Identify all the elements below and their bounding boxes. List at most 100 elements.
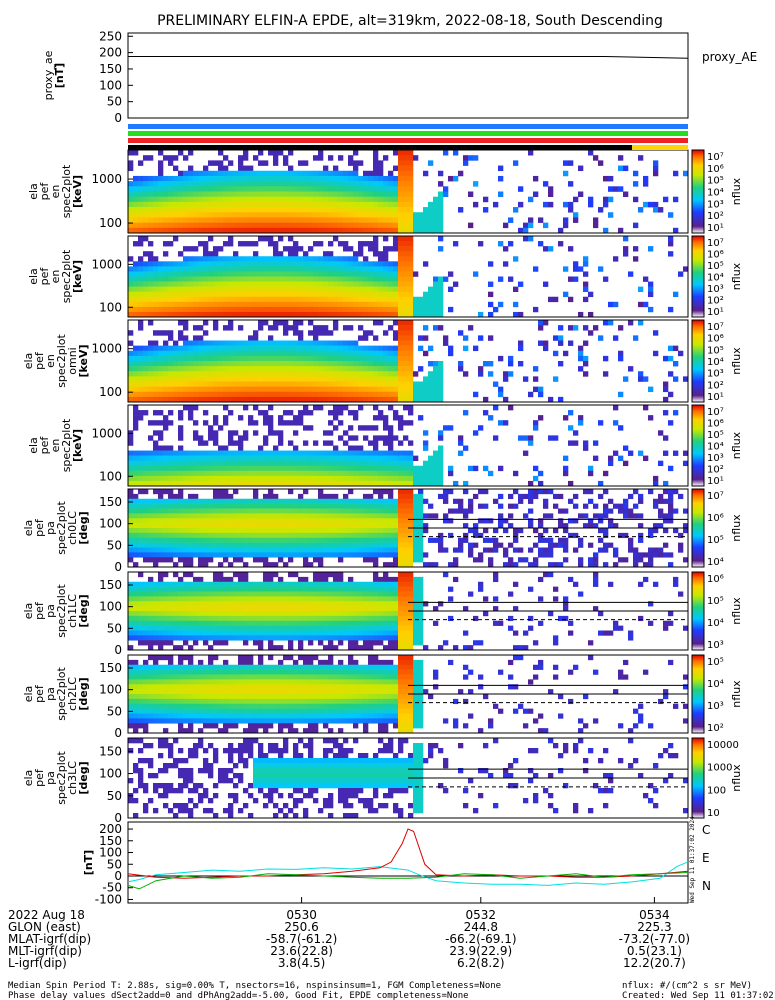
spectrogram-cell	[223, 325, 229, 331]
spectrogram-cell	[288, 480, 294, 487]
spectrogram-cell	[328, 430, 334, 436]
spectrogram-cell	[503, 547, 509, 553]
spectrogram-cell	[183, 286, 189, 292]
spectrogram-cell	[158, 201, 164, 208]
spectrogram-cell	[348, 261, 354, 267]
spectrogram-cell	[418, 537, 424, 543]
spectrogram-cell	[313, 286, 319, 292]
spectrogram-cell	[248, 513, 254, 519]
spectrogram-cell	[363, 528, 369, 534]
spectrogram-cell	[328, 291, 334, 298]
spectrogram-cell	[328, 386, 334, 393]
spectrogram-cell	[138, 376, 144, 382]
spectrogram-cell	[333, 191, 339, 197]
spectrogram-cell	[503, 261, 509, 267]
spectrogram-cell	[293, 430, 299, 436]
spectrogram-cell	[288, 542, 294, 548]
spectrogram-cell	[368, 376, 374, 382]
spectrogram-cell	[388, 470, 394, 477]
spectrogram-cell	[283, 547, 289, 553]
spectrogram-cell	[163, 620, 169, 626]
spectrogram-cell	[398, 345, 404, 352]
spectrogram-cell	[128, 601, 134, 607]
spectrogram-cell	[163, 480, 169, 487]
spectrogram-cell	[253, 391, 259, 398]
spectrogram-cell	[568, 296, 574, 303]
spectrogram-cell	[168, 311, 174, 318]
spectrogram-cell	[378, 386, 384, 393]
spectrogram-cell	[268, 222, 274, 229]
spectrogram-cell	[328, 508, 334, 514]
spectrogram-cell	[213, 547, 219, 553]
spectrogram-cell	[163, 296, 169, 303]
spectrogram-cell	[408, 251, 414, 257]
spectrogram-cell	[153, 635, 159, 641]
spectrogram-cell	[353, 160, 359, 166]
spectrogram-cell	[153, 175, 159, 182]
spectrogram-cell	[378, 251, 384, 257]
spectrogram-cell	[308, 207, 314, 213]
spectrogram-cell	[218, 256, 224, 262]
spectrogram-cell	[363, 523, 369, 529]
spectrogram-cell	[408, 528, 414, 534]
spectrogram-cell	[278, 513, 284, 519]
spectrogram-cell	[238, 366, 244, 372]
spectrogram-cell	[438, 361, 444, 367]
spectrogram-cell	[378, 271, 384, 277]
spectrogram-cell	[458, 170, 464, 177]
spectrogram-cell	[478, 503, 484, 509]
spectrogram-cell	[303, 340, 309, 346]
spectrogram-cell	[173, 306, 179, 313]
spectrogram-cell	[298, 301, 304, 308]
spectrogram-cell	[363, 222, 369, 229]
spectrogram-cell	[193, 366, 199, 372]
spectrogram-cell	[348, 306, 354, 313]
spectrogram-cell	[263, 271, 269, 277]
spectrogram-cell	[288, 498, 294, 504]
spectrogram-cell	[193, 480, 199, 487]
spectrogram-cell	[458, 498, 464, 504]
spectrogram-cell	[358, 296, 364, 303]
spectrogram-cell	[668, 251, 674, 257]
spectrogram-cell	[293, 271, 299, 277]
spectrogram-cell	[248, 281, 254, 287]
spectrogram-cell	[248, 591, 254, 597]
spectrogram-cell	[318, 523, 324, 529]
spectrogram-cell	[668, 355, 674, 362]
spectrogram-cell	[403, 186, 409, 192]
spectrogram-cell	[373, 227, 379, 234]
spectrogram-cell	[438, 291, 444, 298]
spectrogram-cell	[128, 498, 134, 504]
ytick-label: 1000	[91, 172, 122, 186]
spectrogram-cell	[188, 450, 194, 456]
spectrogram-cell	[228, 470, 234, 477]
spectrogram-cell	[298, 212, 304, 218]
spectrogram-cell	[198, 455, 204, 461]
spectrogram-cell	[363, 217, 369, 223]
spectrogram-cell	[303, 532, 309, 539]
spectrogram-cell	[268, 450, 274, 456]
spectrogram-cell	[348, 455, 354, 461]
spectrogram-cell	[283, 552, 289, 558]
spectrogram-cell	[153, 625, 159, 631]
spectrogram-cell	[368, 246, 374, 252]
spectrogram-cell	[388, 465, 394, 472]
spectrogram-cell	[243, 460, 249, 467]
spectrogram-cell	[168, 175, 174, 182]
spectrogram-cell	[223, 532, 229, 539]
spectrogram-cell	[418, 518, 424, 524]
spectrogram-cell	[273, 186, 279, 192]
spectrogram-cell	[198, 391, 204, 398]
spectrogram-cell	[183, 371, 189, 377]
spectrogram-cell	[358, 547, 364, 553]
spectrogram-cell	[603, 355, 609, 362]
spectrogram-cell	[318, 460, 324, 467]
spectrogram-cell	[133, 591, 139, 597]
spectrogram-cell	[203, 330, 209, 336]
spectrogram-cell	[223, 391, 229, 398]
spectrogram-cell	[253, 420, 259, 426]
spectrogram-cell	[328, 212, 334, 218]
spectrogram-cell	[253, 430, 259, 436]
spectrogram-cell	[353, 396, 359, 403]
spectrogram-cell	[148, 291, 154, 298]
